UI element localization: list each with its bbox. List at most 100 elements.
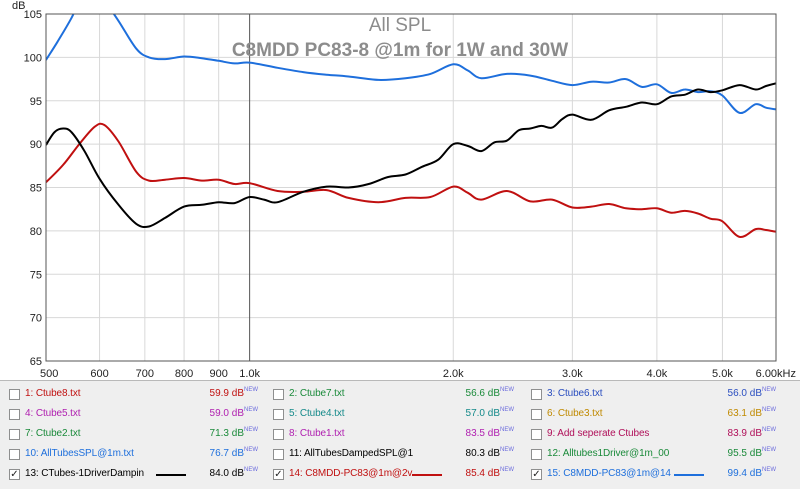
legend-item[interactable]: 8: Ctube1.txt 83.5 dBNEW bbox=[273, 425, 514, 445]
legend-row: ✓ 13: CTubes-1DriverDampin 84.0 dBNEW ✓ 14: … bbox=[0, 465, 800, 485]
legend-checkbox[interactable] bbox=[531, 409, 542, 420]
new-badge: NEW bbox=[244, 447, 258, 453]
legend-item[interactable]: 4: Ctube5.txt 59.0 dBNEW bbox=[9, 405, 258, 425]
legend-row: 1: Ctube8.txt 59.9 dBNEW 2: Ctube7.txt 56.6… bbox=[0, 385, 800, 405]
legend-item[interactable]: 6: Ctube3.txt 63.1 dBNEW bbox=[531, 405, 776, 425]
legend-item[interactable]: 3: Ctube6.txt 56.0 dBNEW bbox=[531, 385, 776, 405]
legend-item-name: 15: C8MDD-PC83@1m@14 bbox=[547, 468, 671, 479]
legend-item[interactable]: 1: Ctube8.txt 59.9 dBNEW bbox=[9, 385, 258, 405]
x-tick-label: 5.0k bbox=[712, 368, 733, 380]
legend-item-value: 83.9 dBNEW bbox=[727, 427, 776, 439]
legend-value-text: 95.5 dB bbox=[727, 448, 762, 459]
legend-item-name: 8: Ctube1.txt bbox=[289, 428, 345, 439]
y-tick-label: 95 bbox=[30, 96, 42, 108]
y-tick-label: 80 bbox=[30, 226, 42, 238]
legend-checkbox[interactable] bbox=[9, 409, 20, 420]
x-tick-label: 3.0k bbox=[562, 368, 583, 380]
y-axis-label: dB bbox=[12, 0, 25, 12]
legend-item[interactable]: 7: Ctube2.txt 71.3 dBNEW bbox=[9, 425, 258, 445]
legend-value-text: 83.9 dB bbox=[727, 428, 762, 439]
legend-checkbox[interactable] bbox=[531, 449, 542, 460]
legend-item-name: 14: C8MDD-PC83@1m@2v bbox=[289, 468, 413, 479]
legend-checkbox[interactable] bbox=[273, 409, 284, 420]
legend-item-value: 83.5 dBNEW bbox=[466, 427, 514, 439]
legend-item-value: 76.7 dBNEW bbox=[209, 447, 258, 459]
legend-value-text: 80.3 dB bbox=[465, 448, 500, 459]
y-tick-label: 90 bbox=[30, 139, 42, 151]
x-tick-label: 1.0k bbox=[239, 368, 260, 380]
legend-checkbox[interactable] bbox=[531, 429, 542, 440]
x-tick-label: 2.0k bbox=[443, 368, 464, 380]
legend-checkbox[interactable]: ✓ bbox=[531, 469, 542, 480]
legend-item-name: 2: Ctube7.txt bbox=[289, 388, 345, 399]
legend-item-name: 7: Ctube2.txt bbox=[25, 428, 81, 439]
y-tick-label: 100 bbox=[24, 52, 42, 64]
legend-swatch bbox=[156, 474, 186, 476]
legend-item[interactable]: 5: Ctube4.txt 57.0 dBNEW bbox=[273, 405, 514, 425]
legend-item-name: 4: Ctube5.txt bbox=[25, 408, 81, 419]
legend-checkbox[interactable] bbox=[9, 449, 20, 460]
new-badge: NEW bbox=[762, 467, 776, 473]
legend-value-text: 85.4 dB bbox=[465, 468, 500, 479]
legend-checkbox[interactable]: ✓ bbox=[273, 469, 284, 480]
legend-item-value: 63.1 dBNEW bbox=[727, 407, 776, 419]
legend-value-text: 63.1 dB bbox=[727, 408, 762, 419]
legend-checkbox[interactable] bbox=[273, 429, 284, 440]
legend-item[interactable]: 9: Add seperate Ctubes 83.9 dBNEW bbox=[531, 425, 776, 445]
x-tick-label: 500 bbox=[40, 368, 58, 380]
legend-item-value: 57.0 dBNEW bbox=[465, 407, 514, 419]
legend-item-value: 80.3 dBNEW bbox=[465, 447, 514, 459]
new-badge: NEW bbox=[500, 407, 514, 413]
legend-item-value: 99.4 dBNEW bbox=[728, 467, 776, 479]
new-badge: NEW bbox=[500, 387, 514, 393]
legend-item[interactable]: 12: Alltubes1Driver@1m_00 95.5 dBNEW bbox=[531, 445, 776, 465]
legend-item[interactable]: 10: AllTubesSPL@1m.txt 76.7 dBNEW bbox=[9, 445, 258, 465]
legend-value-text: 71.3 dB bbox=[209, 428, 244, 439]
legend-value-text: 76.7 dB bbox=[209, 448, 244, 459]
legend-item[interactable]: 2: Ctube7.txt 56.6 dBNEW bbox=[273, 385, 514, 405]
new-badge: NEW bbox=[244, 467, 258, 473]
legend-item[interactable]: ✓ 13: CTubes-1DriverDampin 84.0 dBNEW bbox=[9, 465, 258, 485]
legend-checkbox[interactable] bbox=[273, 449, 284, 460]
legend-value-text: 84.0 dB bbox=[209, 468, 244, 479]
legend-item-name: 5: Ctube4.txt bbox=[289, 408, 345, 419]
x-tick-label: 900 bbox=[209, 368, 227, 380]
plot-frame bbox=[45, 13, 777, 362]
legend-item-name: 6: Ctube3.txt bbox=[547, 408, 603, 419]
legend-item-value: 95.5 dBNEW bbox=[727, 447, 776, 459]
legend-item-value: 56.6 dBNEW bbox=[466, 387, 514, 399]
legend-checkbox[interactable] bbox=[273, 389, 284, 400]
x-tick-label: 700 bbox=[136, 368, 154, 380]
legend-checkbox[interactable] bbox=[531, 389, 542, 400]
chart-title: All SPL bbox=[369, 15, 431, 36]
grid bbox=[46, 14, 776, 361]
legend-item-value: 59.0 dBNEW bbox=[209, 407, 258, 419]
y-tick-label: 70 bbox=[30, 313, 42, 325]
chart-area: 65 70 75 80 85 90 95 100 105 500 600 700 800 900 1.0k… bbox=[12, 0, 796, 380]
legend-value-text: 59.0 dB bbox=[209, 408, 244, 419]
legend-row: 7: Ctube2.txt 71.3 dBNEW 8: Ctube1.txt 83.5… bbox=[0, 425, 800, 445]
legend-checkbox[interactable]: ✓ bbox=[9, 469, 20, 480]
legend-checkbox[interactable] bbox=[9, 429, 20, 440]
legend-item[interactable]: ✓ 15: C8MDD-PC83@1m@14 99.4 dBNEW bbox=[531, 465, 776, 485]
x-tick-label: 800 bbox=[175, 368, 193, 380]
legend-checkbox[interactable] bbox=[9, 389, 20, 400]
y-tick-label: 75 bbox=[30, 269, 42, 281]
x-tick-label: 600 bbox=[90, 368, 108, 380]
legend-item[interactable]: 11: AllTubesDampedSPL@1 80.3 dBNEW bbox=[273, 445, 514, 465]
x-tick-label: 6.00kHz bbox=[756, 368, 796, 380]
new-badge: NEW bbox=[500, 467, 514, 473]
y-tick-label: 65 bbox=[30, 356, 42, 368]
x-tick-label: 4.0k bbox=[646, 368, 667, 380]
series-line bbox=[46, 122, 776, 238]
spl-chart: 65 70 75 80 85 90 95 100 105 500 600 700 800 900 1.0k… bbox=[12, 0, 796, 380]
legend-item-name: 13: CTubes-1DriverDampin bbox=[25, 468, 144, 479]
x-tick-labels: 500 600 700 800 900 1.0k 2.0k 3.0k 4.0k 5.0k 6.00k… bbox=[40, 368, 796, 380]
legend-value-text: 57.0 dB bbox=[465, 408, 500, 419]
legend-row: 10: AllTubesSPL@1m.txt 76.7 dBNEW 11: AllT… bbox=[0, 445, 800, 465]
legend-item[interactable]: ✓ 14: C8MDD-PC83@1m@2v 85.4 dBNEW bbox=[273, 465, 514, 485]
legend-row: 4: Ctube5.txt 59.0 dBNEW 5: Ctube4.txt 57.0… bbox=[0, 405, 800, 425]
series-line bbox=[46, 14, 776, 114]
legend-item-value: 56.0 dBNEW bbox=[728, 387, 776, 399]
legend-item-value: 84.0 dBNEW bbox=[209, 467, 258, 479]
